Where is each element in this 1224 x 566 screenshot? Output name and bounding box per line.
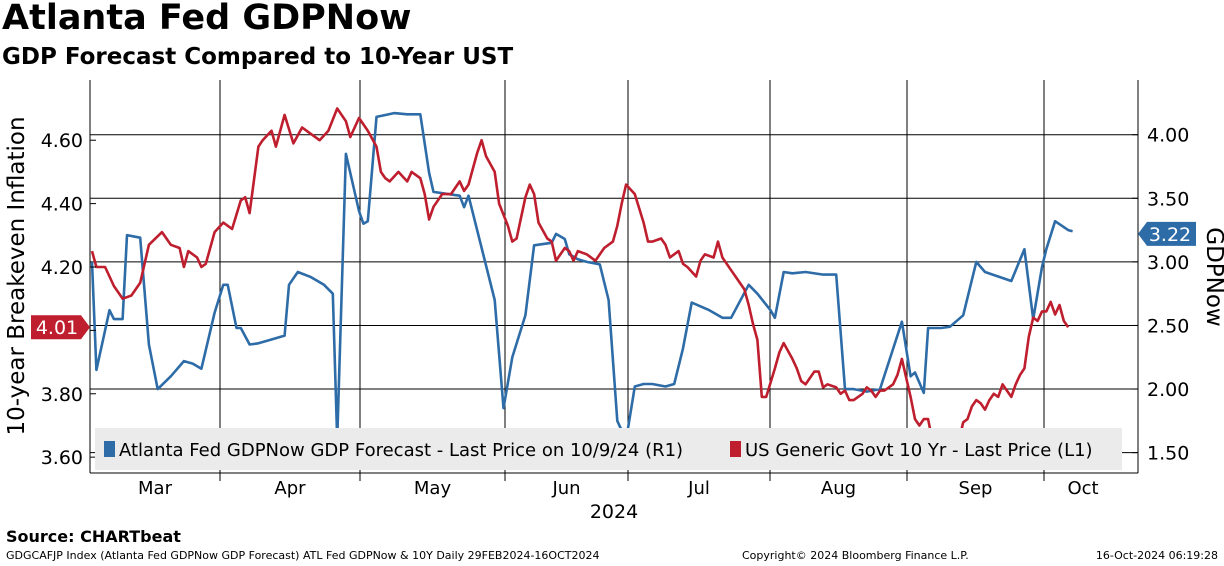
left-tick-label: 4.60	[41, 130, 83, 152]
right-tick-label: 3.50	[1147, 188, 1189, 210]
left-tick-label: 3.60	[41, 447, 83, 469]
last-value-badge-right: 3.22	[1138, 221, 1196, 246]
page-subtitle: GDP Forecast Compared to 10-Year UST	[2, 44, 514, 70]
right-axis-label: GDPNow	[1201, 227, 1224, 327]
left-axis-label: 10-year Breakeven Inflation	[4, 116, 30, 435]
legend-swatch-gdpnow	[104, 441, 115, 457]
source-note: Source: CHARTbeat	[6, 527, 181, 546]
last-value-label-left: 4.01	[36, 317, 78, 339]
last-value-label-right: 3.22	[1149, 224, 1191, 246]
right-tick-label: 4.00	[1147, 125, 1189, 147]
legend-box	[95, 428, 1122, 470]
legend-swatch-10yr	[730, 441, 741, 457]
right-tick-label: 2.00	[1147, 379, 1189, 401]
legend-label-gdpnow: Atlanta Fed GDPNow GDP Forecast - Last P…	[119, 440, 683, 461]
left-axis-ticks: 3.603.804.004.204.404.60	[41, 130, 96, 469]
x-tick-label: Mar	[138, 478, 173, 499]
footer-copyright: Copyright© 2024 Bloomberg Finance L.P.	[742, 549, 969, 562]
legend: Atlanta Fed GDPNow GDP Forecast - Last P…	[95, 428, 1122, 470]
x-tick-label: Apr	[274, 478, 306, 499]
x-tick-label: Oct	[1067, 478, 1098, 499]
x-tick-label: Sep	[959, 478, 993, 499]
left-tick-label: 4.20	[41, 257, 83, 279]
right-tick-label: 1.50	[1147, 443, 1189, 465]
right-tick-label: 2.50	[1147, 315, 1189, 337]
x-tick-label: Jul	[687, 478, 710, 499]
right-tick-label: 3.00	[1147, 252, 1189, 274]
last-value-badge-right-shape	[1138, 221, 1196, 246]
series-line-gdpnow	[90, 111, 1073, 442]
last-value-badge-left-shape	[31, 315, 90, 340]
x-tick-label: Jun	[551, 478, 580, 499]
x-axis-ticks: Mar Apr May Jun Jul Aug Sep Oct	[138, 473, 1099, 499]
legend-label-10yr: US Generic Govt 10 Yr - Last Price (L1)	[745, 440, 1093, 461]
x-year-label: 2024	[590, 501, 638, 523]
footer-index-description: GDGCAFJP Index (Atlanta Fed GDPNow GDP F…	[6, 549, 600, 562]
left-tick-label: 3.80	[41, 384, 83, 406]
vertical-gridlines	[219, 80, 1045, 473]
right-axis-ticks: 1.50 2.00 2.50 3.00 3.50 4.00	[1132, 125, 1189, 465]
x-tick-label: Aug	[821, 478, 856, 499]
page-title: Atlanta Fed GDPNow	[2, 0, 412, 38]
x-tick-label: May	[414, 478, 452, 499]
left-tick-label: 4.40	[41, 194, 83, 216]
footer-timestamp: 16-Oct-2024 06:19:28	[1095, 549, 1218, 562]
plot-area	[90, 80, 1138, 473]
last-value-badge-left: 4.01	[31, 315, 90, 340]
